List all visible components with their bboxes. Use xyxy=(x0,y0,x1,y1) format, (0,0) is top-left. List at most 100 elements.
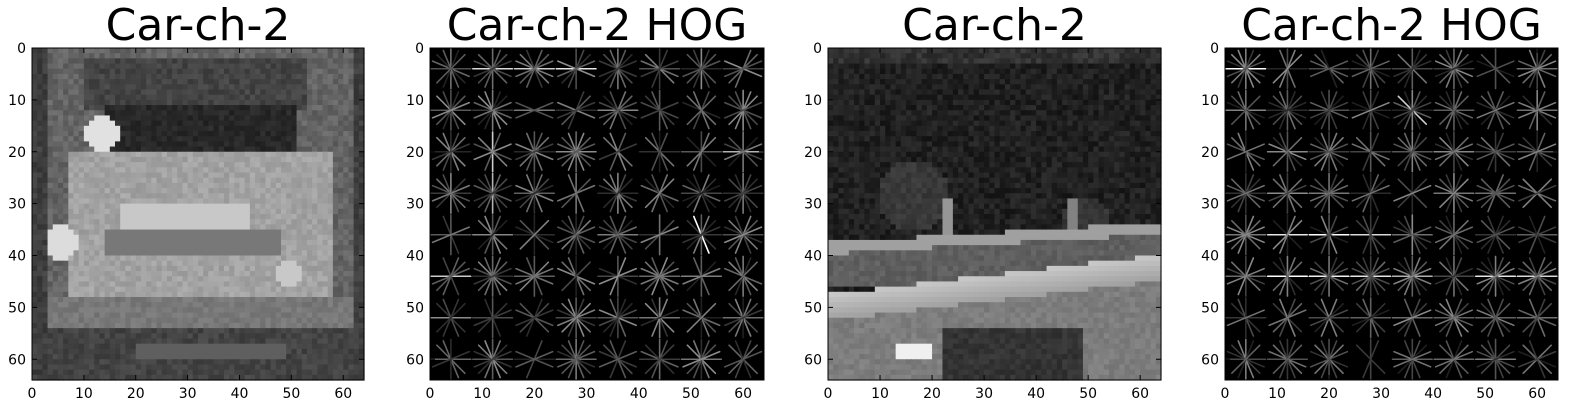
hog-cell xyxy=(471,89,514,131)
hog-cell xyxy=(556,172,596,214)
hog-cell xyxy=(1266,48,1309,90)
hog-cell xyxy=(1434,214,1473,256)
x-tick-label: 30 xyxy=(578,386,596,402)
hog-cell xyxy=(1433,89,1475,131)
y-tick-label: 10 xyxy=(406,93,424,109)
y-tick-label: 0 xyxy=(813,41,822,57)
x-tick-label: 20 xyxy=(1320,386,1338,402)
panel-2: 0 10 20 30 40 50 60 0 10 20 30 40 50 60 xyxy=(406,41,765,402)
panel-1: 0 10 20 30 40 50 60 0 10 20 30 40 50 60 xyxy=(8,41,365,402)
hog-cell xyxy=(682,91,721,130)
hog-cell xyxy=(680,214,723,256)
x-tick-label: 10 xyxy=(871,386,889,402)
hog-cell xyxy=(555,131,597,173)
y-tick-label: 40 xyxy=(8,249,26,265)
x-tick-label: 50 xyxy=(682,386,700,402)
hog-cell xyxy=(1350,48,1392,90)
hog-cell xyxy=(1391,338,1433,380)
hog-cell xyxy=(680,297,723,339)
hog-cell xyxy=(680,131,723,173)
hog-cell xyxy=(1225,338,1267,380)
hog-cell xyxy=(1266,89,1309,131)
y-tick-label: 30 xyxy=(1201,197,1219,213)
hog-cell xyxy=(1516,131,1558,173)
x-tick-label: 60 xyxy=(1528,386,1546,402)
hog-cell xyxy=(1433,340,1475,379)
hog-image xyxy=(1225,48,1558,380)
y-tick-label: 30 xyxy=(8,197,26,213)
hog-cell xyxy=(556,214,596,256)
hog-cell xyxy=(638,257,681,296)
hog-cell xyxy=(1308,172,1350,214)
hog-cell xyxy=(471,48,514,90)
hog-cell xyxy=(1516,215,1558,254)
hog-cell xyxy=(1350,131,1392,173)
hog-cell xyxy=(555,48,597,90)
panel-2-title: Car-ch-2 HOG xyxy=(446,0,748,51)
hog-cell xyxy=(1391,131,1433,173)
hog-cell xyxy=(722,131,764,173)
hog-cell xyxy=(1308,214,1350,256)
channel-image xyxy=(32,48,365,381)
y-tick-label: 60 xyxy=(406,352,424,368)
x-tick-label: 60 xyxy=(734,386,752,402)
hog-cell xyxy=(1266,255,1309,297)
y-tick-label: 0 xyxy=(415,41,424,57)
axes: 0 10 20 30 40 50 60 0 10 20 30 40 50 60 xyxy=(8,41,365,402)
hog-cell xyxy=(513,255,556,297)
x-tick-label: 10 xyxy=(1268,386,1286,402)
hog-cell xyxy=(1308,89,1350,131)
hog-cell xyxy=(430,298,472,337)
hog-cell xyxy=(1474,131,1517,173)
hog-cell xyxy=(1266,338,1309,380)
hog-cell xyxy=(1433,172,1475,214)
y-tick-label: 40 xyxy=(406,249,424,265)
y-tick-label: 50 xyxy=(406,300,424,316)
hog-cell xyxy=(1308,298,1350,337)
y-tick-label: 30 xyxy=(406,197,424,213)
hog-cell xyxy=(555,297,597,339)
x-tick-label: 0 xyxy=(1221,386,1230,402)
hog-cell xyxy=(1393,172,1432,214)
x-tick-label: 20 xyxy=(923,386,941,402)
y-tick-label: 20 xyxy=(406,145,424,161)
hog-cell xyxy=(471,255,514,297)
hog-cell xyxy=(1225,172,1267,214)
hog-cell xyxy=(1350,214,1392,256)
y-tick-label: 10 xyxy=(1201,93,1219,109)
x-tick-label: 50 xyxy=(282,386,300,402)
hog-cell xyxy=(1476,91,1515,130)
hog-cell xyxy=(513,49,556,88)
y-tick-label: 60 xyxy=(804,352,822,368)
hog-cell xyxy=(556,255,596,297)
y-tick-label: 50 xyxy=(8,300,26,316)
hog-cell xyxy=(1516,257,1558,296)
hog-cell xyxy=(1474,255,1517,297)
x-tick-label: 40 xyxy=(1424,386,1442,402)
x-tick-label: 60 xyxy=(1131,386,1149,402)
hog-cell xyxy=(1355,338,1386,380)
x-tick-label: 50 xyxy=(1079,386,1097,402)
x-tick-label: 40 xyxy=(630,386,648,402)
x-tick-label: 40 xyxy=(231,386,249,402)
hog-cell xyxy=(1350,172,1392,214)
hog-cell xyxy=(723,255,763,297)
hog-cell xyxy=(471,214,514,256)
hog-cell xyxy=(722,172,764,214)
y-tick-label: 0 xyxy=(1210,41,1219,57)
hog-cell xyxy=(1225,255,1267,297)
hog-cell xyxy=(430,89,472,131)
hog-cell xyxy=(513,214,556,256)
hog-cell xyxy=(598,48,638,90)
hog-cell xyxy=(597,297,639,339)
hog-cell xyxy=(1518,178,1557,209)
x-tick-label: 20 xyxy=(525,386,543,402)
hog-cell xyxy=(1225,297,1267,339)
panel-4: 0 10 20 30 40 50 60 0 10 20 30 40 50 60 xyxy=(1201,41,1559,402)
hog-cell xyxy=(555,91,597,130)
hog-cell xyxy=(722,215,764,254)
hog-cell xyxy=(1391,48,1433,90)
hog-cell xyxy=(597,215,639,254)
hog-cell xyxy=(640,174,679,213)
hog-cell xyxy=(430,172,472,214)
